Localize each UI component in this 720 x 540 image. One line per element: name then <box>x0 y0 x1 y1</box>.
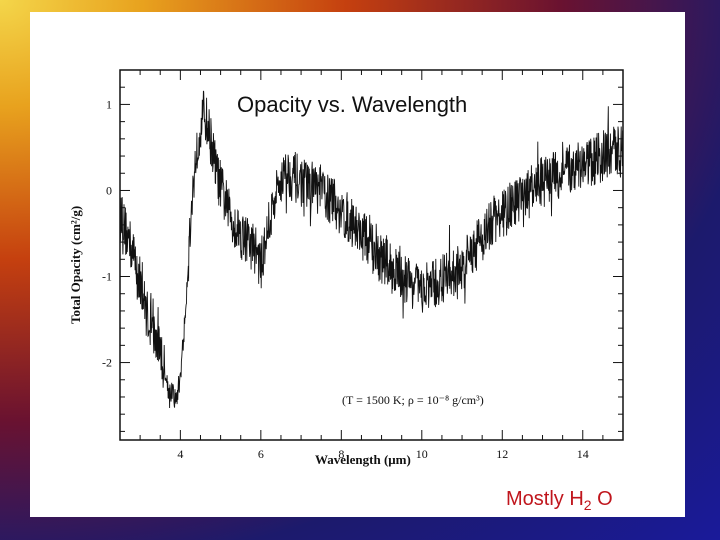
x-tick-label: 12 <box>496 447 508 461</box>
x-tick-label: 10 <box>416 447 428 461</box>
tick-marks <box>120 70 624 440</box>
opacity-chart: 4 6 8 10 12 14 10-1-2 Opacity vs. Wavelength … <box>68 69 624 467</box>
caption-subscript: 2 <box>583 497 592 513</box>
caption-text: Mostly H <box>506 488 584 510</box>
y-tick-labels: 1 0 -1 -2 <box>102 97 112 369</box>
x-tick-label: 14 <box>577 447 589 461</box>
plot-frame <box>119 69 624 441</box>
y-tick-label: -1 <box>102 270 112 284</box>
caption-suffix: O <box>591 488 613 510</box>
chart-title: Opacity vs. Wavelength <box>237 92 467 117</box>
y-tick-label: 1 <box>106 97 112 111</box>
x-tick-label: 8 <box>338 447 344 461</box>
y-tick-label: 0 <box>106 183 112 197</box>
slide-panel: 4 6 8 10 12 14 1 0 -1 -2 Opacity vs. Wavelength … <box>30 12 685 517</box>
x-tick-label: 6 <box>258 447 264 461</box>
chart-annotation: (T = 1500 K; ρ = 10⁻⁸ g/cm³) <box>342 393 484 407</box>
x-axis-label: Wavelength (μm) <box>315 452 411 467</box>
y-axis-label: Total Opacity (cm²/g) <box>68 206 83 324</box>
y-tick-label: -2 <box>102 356 112 370</box>
x-tick-labels: 4 6 8 10 12 14 <box>177 447 588 461</box>
caption: Mostly H2 O <box>506 488 613 513</box>
series-opacity <box>119 90 624 409</box>
x-tick-label: 4 <box>177 447 183 461</box>
